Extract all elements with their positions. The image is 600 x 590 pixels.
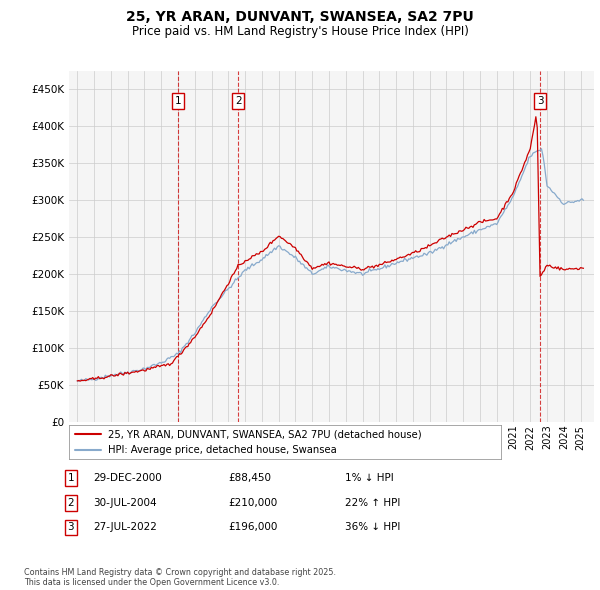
Text: £196,000: £196,000 [228, 523, 277, 532]
Text: 2: 2 [67, 498, 74, 507]
Text: £88,450: £88,450 [228, 473, 271, 483]
Text: 27-JUL-2022: 27-JUL-2022 [93, 523, 157, 532]
Text: Contains HM Land Registry data © Crown copyright and database right 2025.
This d: Contains HM Land Registry data © Crown c… [24, 568, 336, 587]
Text: 36% ↓ HPI: 36% ↓ HPI [345, 523, 400, 532]
Text: 25, YR ARAN, DUNVANT, SWANSEA, SA2 7PU: 25, YR ARAN, DUNVANT, SWANSEA, SA2 7PU [126, 10, 474, 24]
Text: £210,000: £210,000 [228, 498, 277, 507]
Text: 1: 1 [67, 473, 74, 483]
Text: 22% ↑ HPI: 22% ↑ HPI [345, 498, 400, 507]
Text: 29-DEC-2000: 29-DEC-2000 [93, 473, 162, 483]
Text: 30-JUL-2004: 30-JUL-2004 [93, 498, 157, 507]
Text: Price paid vs. HM Land Registry's House Price Index (HPI): Price paid vs. HM Land Registry's House … [131, 25, 469, 38]
Text: 2: 2 [235, 96, 241, 106]
Text: 1% ↓ HPI: 1% ↓ HPI [345, 473, 394, 483]
Text: 3: 3 [67, 523, 74, 532]
Text: 25, YR ARAN, DUNVANT, SWANSEA, SA2 7PU (detached house): 25, YR ARAN, DUNVANT, SWANSEA, SA2 7PU (… [108, 429, 422, 439]
Text: 1: 1 [175, 96, 181, 106]
Text: HPI: Average price, detached house, Swansea: HPI: Average price, detached house, Swan… [108, 445, 337, 455]
Text: 3: 3 [536, 96, 544, 106]
